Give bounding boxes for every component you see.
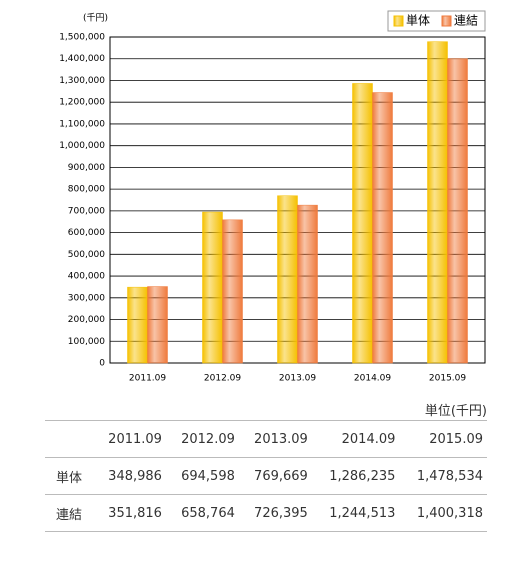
table-cell: 658,764: [165, 494, 239, 532]
bar: [127, 286, 148, 364]
header-cell: 2013.09: [238, 420, 312, 458]
y-unit: (千円): [83, 13, 108, 24]
table-cell: 1,244,513: [311, 494, 400, 532]
row-label: 連結: [45, 494, 93, 532]
header-cell: 2015.09: [399, 420, 487, 458]
y-tick-label: 0: [99, 359, 105, 369]
y-tick-label: 300,000: [68, 293, 105, 303]
table-body: 2011.09 2012.09 2013.09 2014.09 2015.09 単体 34…: [45, 420, 487, 532]
legend-swatch: [441, 15, 452, 27]
y-tick-label: 1,400,000: [59, 54, 105, 64]
data-table: 2011.09 2012.09 2013.09 2014.09 2015.09 単体 34…: [45, 420, 487, 532]
legend-swatch: [393, 15, 404, 27]
bar: [352, 83, 373, 364]
x-tick-label: 2015.09: [429, 374, 466, 384]
y-tick-label: 700,000: [68, 206, 105, 216]
table-unit: 単位(千円): [424, 404, 487, 419]
bar: [202, 211, 223, 364]
bar: [222, 219, 243, 364]
legend-box: [387, 10, 486, 32]
table-row: 連結 351,816 658,764 726,395 1,244,513 1,400,31…: [45, 494, 487, 532]
bar: [277, 195, 298, 364]
y-tick-label: 400,000: [68, 272, 105, 282]
table-cell: 769,669: [238, 457, 312, 495]
table-cell: 1,400,318: [399, 494, 487, 532]
header-cell: 2011.09: [93, 420, 166, 458]
header-cell: 2012.09: [165, 420, 239, 458]
row-label: 単体: [45, 457, 93, 495]
header-row: 2011.09 2012.09 2013.09 2014.09 2015.09: [45, 420, 487, 458]
table-cell: 694,598: [165, 457, 239, 495]
y-tick-label: 1,500,000: [59, 33, 105, 43]
legend-label: 連結: [454, 14, 478, 28]
table-cell: 1,286,235: [311, 457, 400, 495]
table-row: 単体 348,986 694,598 769,669 1,286,235 1,478,53…: [45, 457, 487, 495]
y-tick-label: 100,000: [68, 337, 105, 347]
y-tick-label: 500,000: [68, 250, 105, 260]
bar: [372, 92, 393, 364]
table-cell: 351,816: [93, 494, 166, 532]
corner-cell: [45, 420, 93, 458]
y-tick-label: 1,200,000: [59, 98, 105, 108]
y-tick-label: 600,000: [68, 228, 105, 238]
table-cell: 1,478,534: [399, 457, 487, 495]
y-tick-label: 1,300,000: [59, 76, 105, 86]
x-tick-label: 2014.09: [354, 374, 391, 384]
x-tick-label: 2013.09: [279, 374, 316, 384]
legend-label: 単体: [406, 14, 430, 28]
x-tick-label: 2012.09: [204, 374, 241, 384]
bar: [427, 41, 448, 364]
y-tick-label: 200,000: [68, 315, 105, 325]
y-tick-label: 900,000: [68, 163, 105, 173]
bar: [447, 58, 468, 364]
y-tick-label: 800,000: [68, 185, 105, 195]
x-tick-label: 2011.09: [129, 374, 166, 384]
chart: (千円) 0 100,000 200,000 300,000 400,000 500,00…: [59, 10, 486, 384]
header-cell: 2014.09: [311, 420, 400, 458]
table-cell: 726,395: [238, 494, 312, 532]
table-cell: 348,986: [93, 457, 166, 495]
bar: [147, 286, 168, 364]
y-tick-label: 1,100,000: [59, 119, 105, 129]
y-tick-label: 1,000,000: [59, 141, 105, 151]
bar: [297, 204, 318, 364]
